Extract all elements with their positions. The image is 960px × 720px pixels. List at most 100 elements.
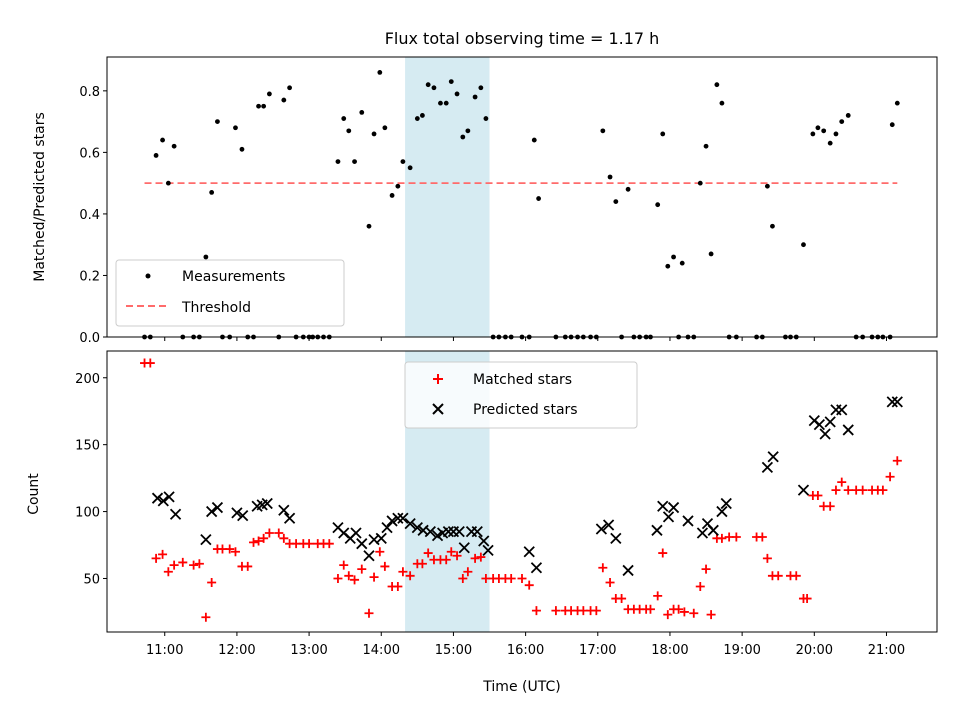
predicted-star-point (819, 428, 831, 440)
matched-star-point (885, 472, 895, 482)
matched-star-point (706, 610, 716, 620)
matched-star-point (264, 528, 274, 538)
legend-measurements-marker (145, 273, 151, 279)
predicted-star-point (836, 404, 848, 416)
predicted-star-point (278, 504, 290, 516)
matched-star-point (194, 559, 204, 569)
measurement-point (389, 193, 395, 198)
measurement-point (815, 125, 821, 131)
predicted-star-point (696, 527, 709, 539)
matched-star-point (304, 539, 314, 549)
measurement-point (655, 202, 661, 208)
top-y-tick-label: 0.4 (79, 208, 100, 223)
measurement-point (607, 174, 613, 180)
matched-star-point (701, 564, 711, 574)
matched-star-point (158, 549, 168, 559)
measurement-point (703, 143, 709, 149)
predicted-star-point (163, 491, 175, 503)
predicted-star-point (842, 424, 854, 436)
measurement-point (894, 100, 900, 106)
measurement-point (209, 189, 215, 195)
measurement-point (281, 97, 287, 103)
measurement-point (400, 159, 406, 165)
measurement-point (165, 180, 171, 186)
predicted-star-point (200, 534, 212, 546)
matched-star-point (843, 485, 853, 495)
predicted-star-point (363, 550, 375, 562)
predicted-star-point (797, 484, 810, 496)
measurement-point (839, 119, 845, 125)
measurement-point (266, 91, 272, 97)
top-y-axis-label: Matched/Predicted stars (32, 112, 48, 282)
predicted-star-point (392, 512, 404, 524)
matched-star-point (393, 582, 403, 592)
predicted-star-point (386, 515, 398, 527)
measurement-point (460, 134, 466, 140)
matched-star-point (364, 608, 374, 618)
predicted-star-point (622, 564, 634, 577)
measurement-point (665, 263, 671, 269)
predicted-star-point (237, 509, 249, 522)
x-axis-label: Time (UTC) (482, 679, 560, 695)
measurement-point (600, 128, 606, 134)
bottom-panel: 50 100 150 200 11:00 12:00 13:00 14:00 15:00 16:… (26, 350, 938, 695)
matched-star-point (762, 553, 772, 563)
matched-star-point (757, 532, 767, 542)
predicted-star-point (169, 508, 182, 520)
matched-star-point (163, 567, 173, 577)
measurement-point (845, 113, 851, 118)
predicted-star-point (397, 512, 409, 524)
measurement-point (679, 260, 685, 266)
top-legend-box (115, 259, 345, 327)
measurement-point (625, 186, 631, 192)
matched-star-point (892, 456, 902, 466)
bottom-plot-area (140, 358, 903, 622)
matched-star-point (417, 559, 427, 569)
measurement-point (346, 128, 352, 134)
matched-star-point (517, 573, 527, 583)
matched-star-point (375, 547, 385, 557)
measurement-point (531, 137, 537, 143)
bottom-y-ticks: 50 100 150 200 (75, 372, 107, 587)
matched-star-point (695, 582, 705, 592)
predicted-star-point (530, 562, 543, 574)
x-tick-label: 12:00 (218, 643, 255, 658)
predicted-star-point (211, 501, 224, 514)
matched-star-point (254, 536, 264, 546)
matched-star-point (773, 571, 783, 581)
matched-star-point (689, 608, 699, 618)
legend-measurements-label: Measurements (182, 269, 285, 285)
predicted-star-point (720, 497, 732, 510)
legend-matched-marker (433, 374, 443, 384)
matched-star-point (324, 539, 334, 549)
matched-star-point (731, 532, 741, 542)
predicted-star-point (157, 495, 169, 507)
matched-star-point (446, 547, 456, 557)
matched-star-point (243, 561, 253, 571)
x-tick-label: 20:00 (796, 643, 833, 658)
matched-star-point (591, 606, 601, 616)
measurement-point (770, 223, 775, 229)
predicted-star-point (651, 524, 663, 536)
measurement-point (764, 183, 770, 189)
matched-star-point (653, 591, 663, 601)
top-x-ticks (164, 337, 887, 341)
predicted-star-point (381, 521, 393, 534)
measurement-point (708, 251, 714, 257)
legend-predicted-marker (432, 403, 444, 415)
matched-star-point (825, 501, 835, 511)
x-tick-label: 16:00 (507, 643, 544, 658)
measurement-point (425, 82, 431, 88)
predicted-star-point (350, 527, 362, 539)
matched-star-point (230, 547, 240, 557)
bottom-axes-frame (106, 350, 938, 633)
measurement-point (431, 85, 437, 91)
measurement-point (377, 69, 383, 75)
x-tick-label: 19:00 (723, 643, 760, 658)
measurement-point (465, 128, 471, 134)
x-tick-label: 13:00 (290, 643, 327, 658)
matched-star-point (802, 594, 812, 604)
x-tick-label: 11:00 (146, 643, 183, 658)
matched-star-point (858, 485, 868, 495)
matched-star-point (225, 544, 235, 554)
